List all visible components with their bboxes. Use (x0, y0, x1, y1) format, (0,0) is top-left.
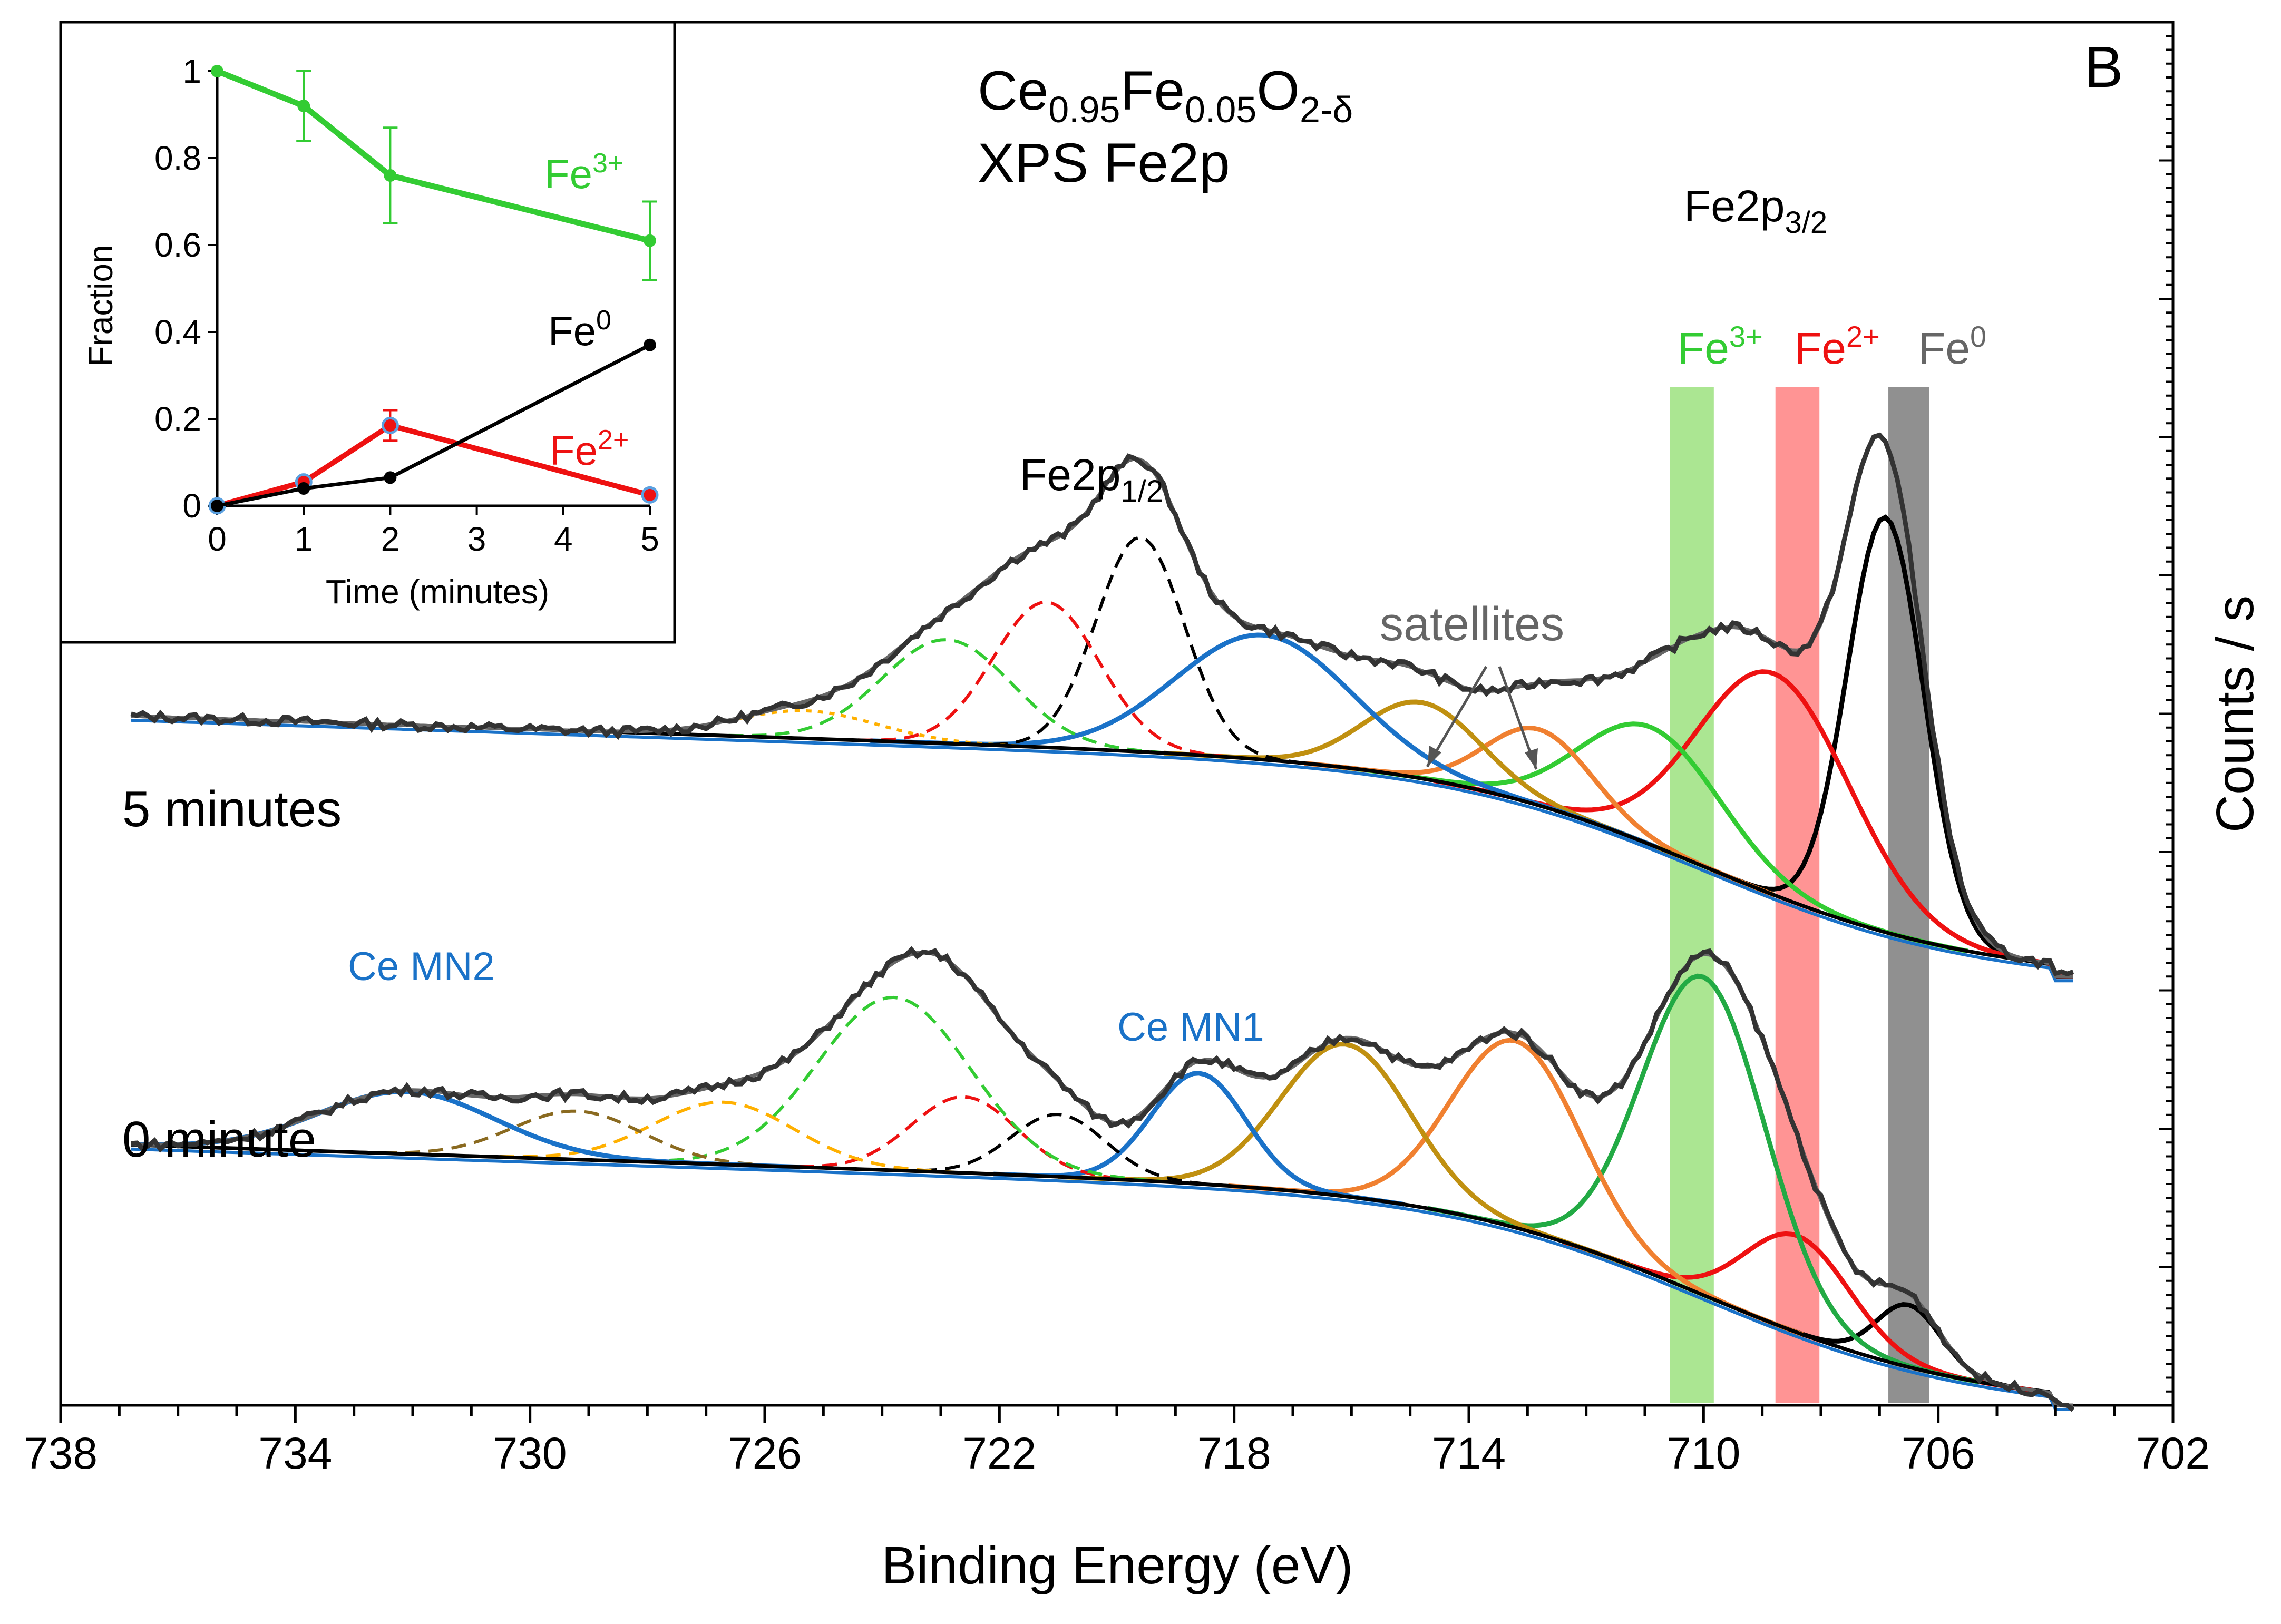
component-fe2-sat (1058, 1042, 1634, 1269)
inset-frame (59, 21, 676, 644)
inset-y-tick-label: 0.6 (154, 226, 201, 264)
inset-x-tick-label: 0 (208, 520, 227, 558)
inset-line (216, 422, 651, 508)
inset-point (211, 65, 223, 77)
spectra-group (130, 432, 2075, 1412)
band-label-Fe3plus: Fe3+ (1678, 320, 1763, 373)
ce-mn1-label: Ce MN1 (1117, 1005, 1264, 1050)
component-fe2-2p1-2 (811, 600, 1281, 763)
title-technique: XPS Fe2p (978, 132, 1230, 194)
component-fe0-2p1-2 (946, 535, 1334, 768)
inset-point (381, 416, 399, 434)
x-axis-label: Binding Energy (eV) (882, 1536, 1353, 1595)
spectrum-label-5min: 5 minutes (122, 781, 342, 837)
x-tick-label: 730 (493, 1429, 567, 1478)
title-formula: Ce0.95Fe0.05O2-δ (978, 60, 1353, 130)
background-ce (131, 1147, 2073, 1411)
spectrum-0min (131, 946, 2075, 1412)
inset-y-label: Fraction (82, 244, 120, 366)
spectrum-5min (130, 432, 2074, 983)
background-black (131, 1143, 2073, 1407)
inset-label-fe0: Fe0 (548, 305, 611, 354)
inset-x-tick-label: 4 (554, 520, 573, 558)
inset-y-tick-label: 0.4 (154, 313, 201, 351)
band-label-Fe2plus: Fe2+ (1795, 320, 1880, 373)
ce-mn2-label: Ce MN2 (348, 944, 495, 989)
inset-x-tick-label: 3 (467, 520, 486, 558)
background-ce (131, 718, 2073, 983)
inset-line (216, 68, 651, 244)
satellite-arrowhead-2 (1525, 748, 1538, 769)
inset-y-tick-label: 0 (182, 487, 201, 525)
inset-line (217, 343, 651, 508)
x-tick-label: 706 (1902, 1429, 1975, 1478)
inset-point (211, 500, 223, 512)
x-tick-label: 734 (258, 1429, 332, 1478)
x-tick-label: 722 (962, 1429, 1036, 1478)
inset-point (384, 471, 397, 484)
inset-y-tick-label: 0.8 (154, 139, 201, 177)
x-axis: 738 734 730 726 722 718 714 710 706 702 (24, 1405, 2210, 1478)
x-tick-label: 714 (1432, 1429, 1506, 1478)
inset-chart: 0 1 2 3 4 5 0 0.2 0.4 0.6 0.8 1 Time (minutes) Frac… (59, 21, 676, 644)
chemical-state-bands: Fe3+ Fe2+ Fe0 (1670, 320, 1986, 1403)
inset-point (384, 169, 397, 182)
inset-label-fe3: Fe3+ (544, 148, 623, 197)
y-axis-label: Counts / s (2206, 595, 2265, 833)
inset-point (297, 482, 310, 495)
inset-axes: 0 1 2 3 4 5 0 0.2 0.4 0.6 0.8 1 (154, 52, 659, 558)
band-Fe3plus (1670, 387, 1714, 1403)
fe2p32-label: Fe2p3/2 (1684, 181, 1827, 240)
measured-spectrum (131, 946, 2075, 1412)
x-tick-label: 738 (24, 1429, 98, 1478)
fe2p12-label: Fe2p1/2 (1020, 450, 1163, 508)
component-fe3-2p1-2 (553, 995, 1234, 1188)
inset-point (644, 338, 656, 351)
inset-x-tick-label: 1 (294, 520, 313, 558)
inset-x-label: Time (minutes) (326, 573, 549, 611)
panel-label: B (2084, 35, 2123, 100)
component-fe0-2p3-2 (1714, 514, 2058, 978)
inset-series (208, 65, 659, 515)
inset-point (644, 234, 656, 247)
inset-y-tick-label: 1 (182, 52, 201, 90)
x-tick-label: 718 (1197, 1429, 1271, 1478)
band-label-Fe0: Fe0 (1918, 320, 1986, 373)
inset-point (641, 486, 659, 504)
spectrum-label-0min: 0 minute (122, 1111, 316, 1168)
band-Fe2plus (1775, 387, 1820, 1403)
measured-spectrum (130, 432, 2074, 976)
component-ce-mn1 (870, 632, 1658, 849)
inset-series-Fe3plus (211, 65, 657, 281)
x-tick-label: 702 (2136, 1429, 2210, 1478)
inset-x-tick-label: 2 (381, 520, 400, 558)
inset-label-fe2: Fe2+ (550, 425, 629, 474)
x-tick-label: 710 (1666, 1429, 1740, 1478)
inset-x-tick-label: 5 (640, 520, 659, 558)
satellites-label: satellites (1380, 598, 1564, 651)
satellite-arrowhead-1 (1427, 746, 1441, 767)
inset-series-Fe0 (211, 338, 656, 512)
right-axis-ticks (2159, 35, 2173, 1406)
x-tick-label: 726 (728, 1429, 802, 1478)
inset-y-tick-label: 0.2 (154, 400, 201, 438)
inset-point (297, 100, 310, 112)
